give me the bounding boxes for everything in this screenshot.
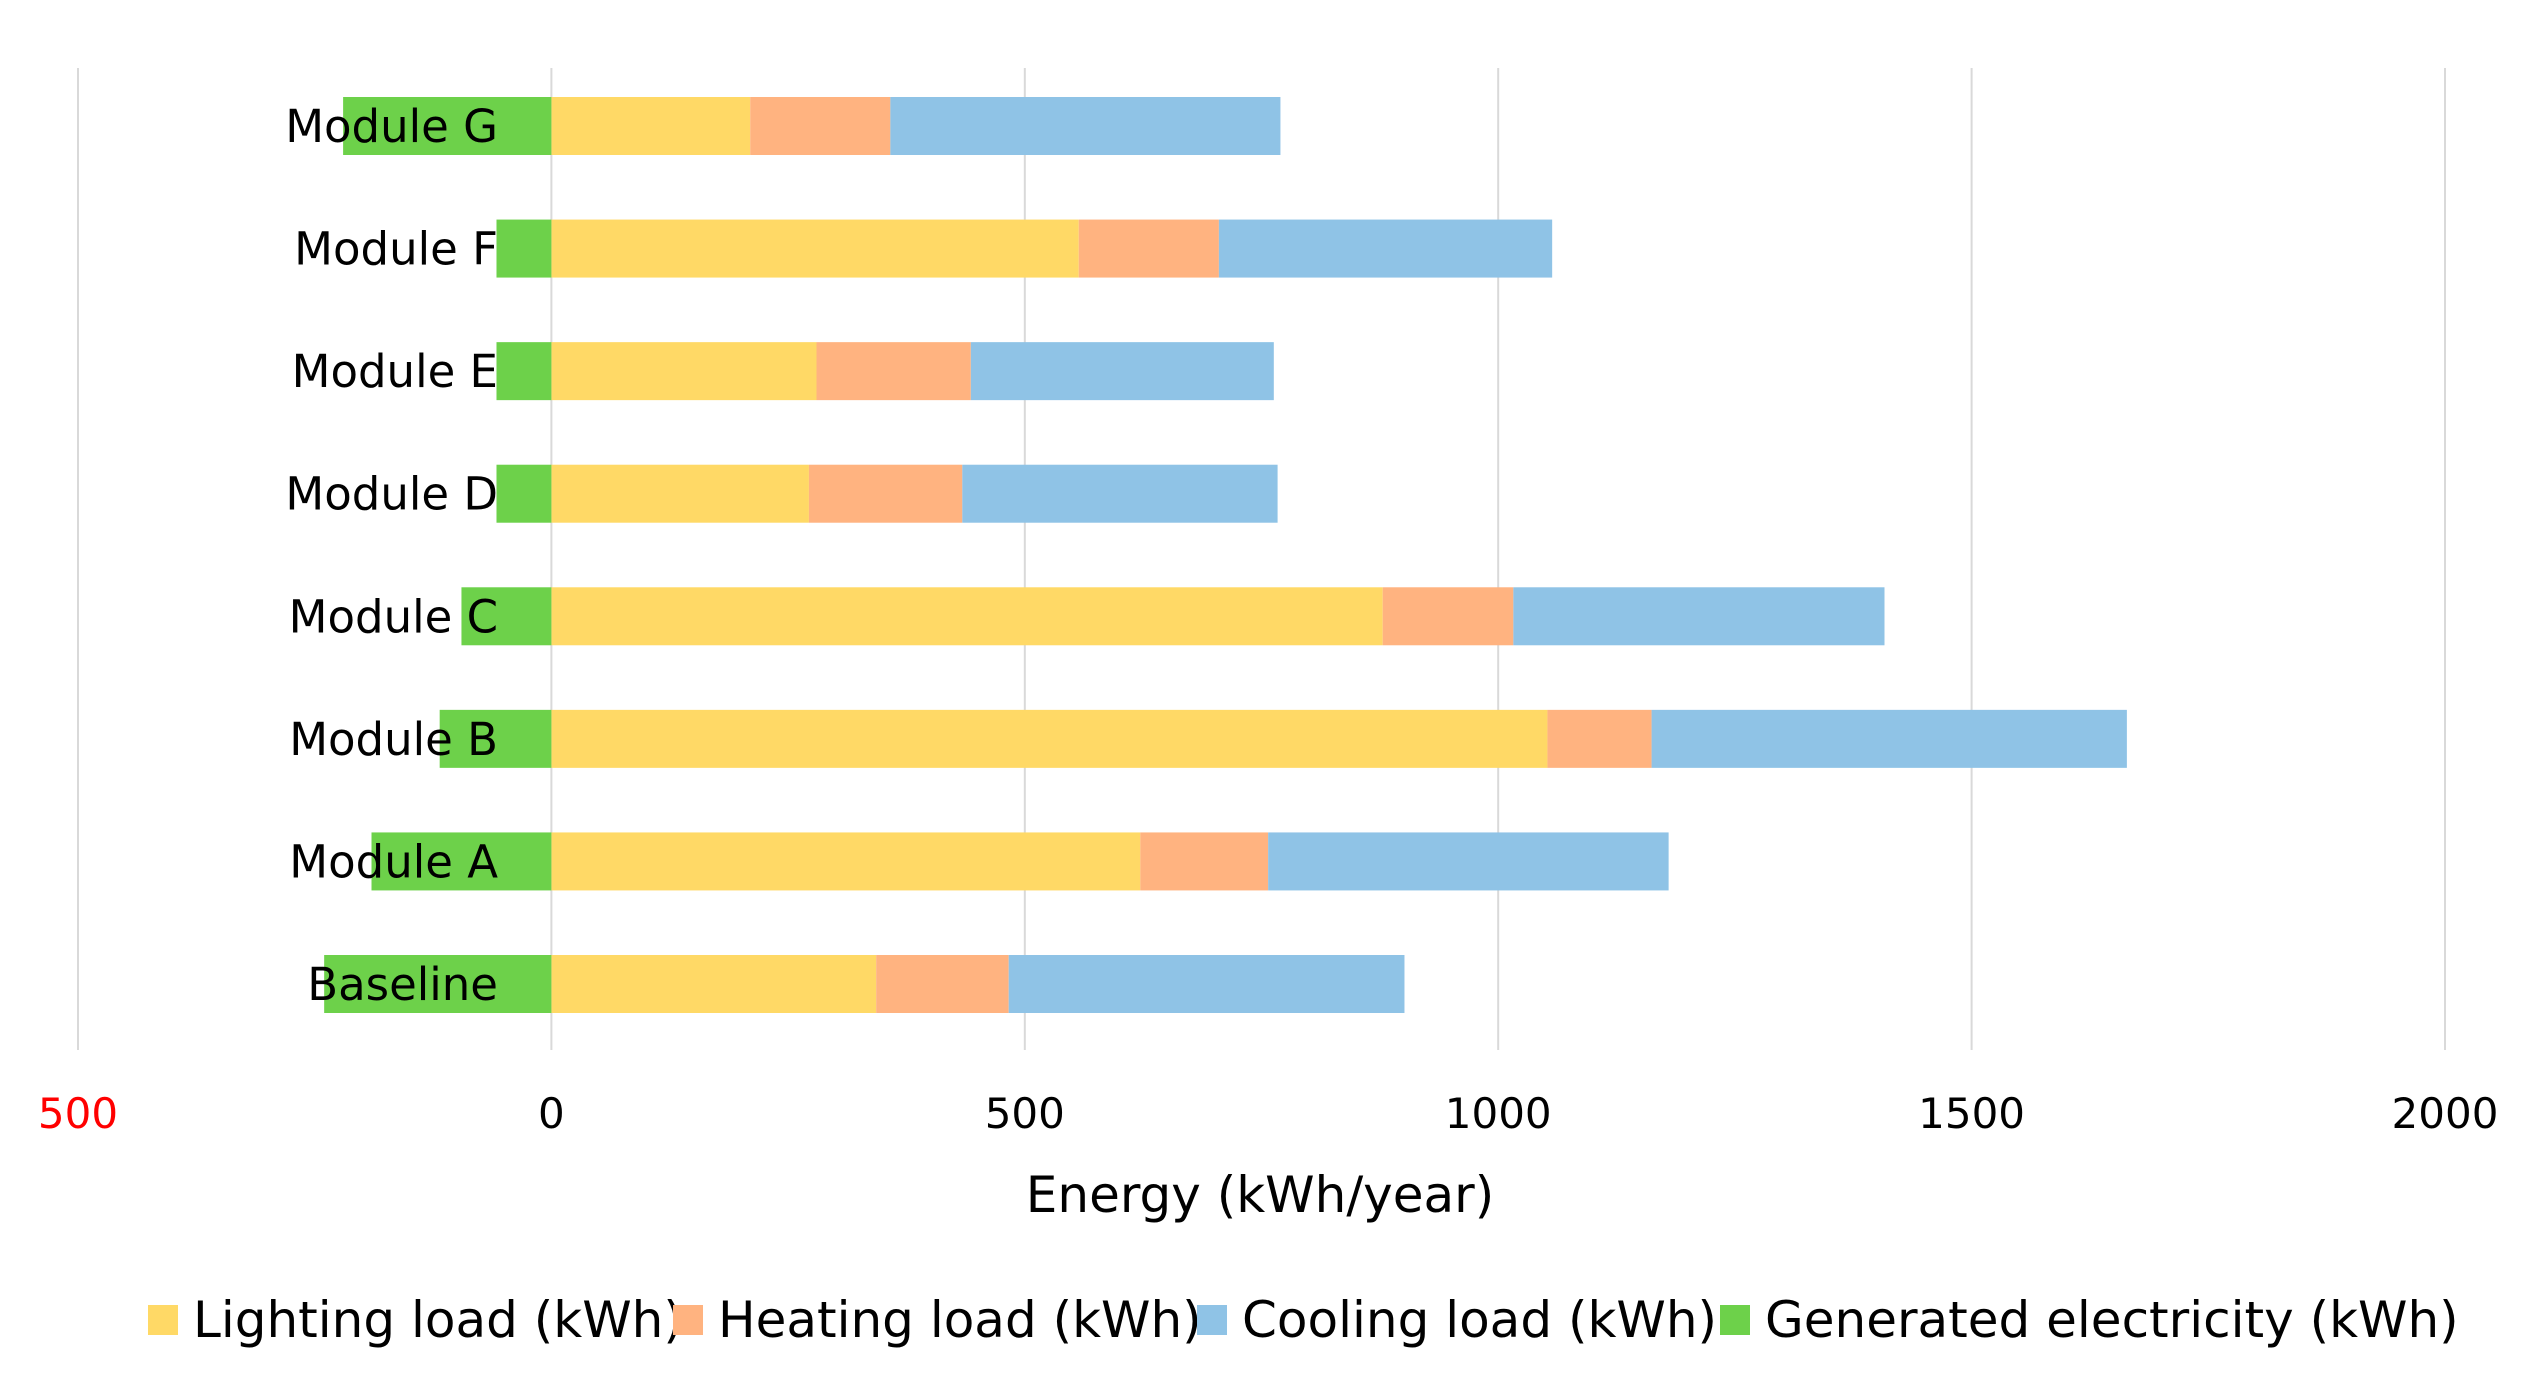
bar-segment bbox=[970, 342, 1274, 401]
bar-segment bbox=[461, 587, 552, 646]
category-label: Module C bbox=[289, 590, 498, 643]
bar-segment bbox=[496, 464, 552, 523]
category-label: Module B bbox=[289, 713, 498, 766]
bar-segment bbox=[371, 832, 552, 891]
bar-segment bbox=[962, 464, 1278, 523]
bar-segment bbox=[439, 709, 552, 768]
bar-segment bbox=[551, 464, 809, 523]
x-tick-label: 500 bbox=[38, 1089, 118, 1138]
bar-segment bbox=[1651, 709, 2127, 768]
bar-segment bbox=[876, 955, 1009, 1013]
category-label: Module A bbox=[289, 835, 498, 888]
legend: Lighting load (kWh) Heating load (kWh) Coo… bbox=[148, 1291, 2459, 1349]
x-tick-label: 500 bbox=[985, 1089, 1065, 1138]
bar-segment bbox=[551, 709, 1548, 768]
bar-segment bbox=[750, 97, 891, 155]
legend-swatch bbox=[148, 1305, 178, 1335]
bar-segment bbox=[551, 587, 1383, 646]
bar-segment bbox=[551, 219, 1079, 278]
x-tick-label: 1000 bbox=[1445, 1089, 1552, 1138]
category-label: Module G bbox=[285, 100, 498, 153]
bar-segment bbox=[551, 342, 817, 401]
bar-segment bbox=[496, 342, 552, 401]
bars bbox=[324, 97, 2127, 1013]
x-tick-label: 1500 bbox=[1918, 1089, 2025, 1138]
legend-swatch bbox=[1720, 1305, 1750, 1335]
category-label: Module F bbox=[294, 223, 498, 276]
bar-segment bbox=[1382, 587, 1514, 646]
bar-segment bbox=[1140, 832, 1269, 891]
category-labels: Module G Module F Module E Module D Module C… bbox=[285, 100, 498, 1011]
bar-segment bbox=[324, 955, 552, 1013]
x-tick-label: 2000 bbox=[2392, 1089, 2499, 1138]
category-label: Module D bbox=[285, 468, 498, 521]
bar-segment bbox=[551, 955, 877, 1013]
bar-segment bbox=[808, 464, 963, 523]
legend-label: Generated electricity (kWh) bbox=[1765, 1291, 2459, 1349]
bar-segment bbox=[1268, 832, 1669, 891]
x-tick-labels: 500 0 500 1000 1500 2000 bbox=[38, 1089, 2499, 1138]
gridlines bbox=[77, 68, 2446, 1050]
x-axis-title: Energy (kWh/year) bbox=[1026, 1166, 1494, 1224]
x-tick-label: 0 bbox=[538, 1089, 565, 1138]
bar-segment bbox=[1078, 219, 1219, 278]
legend-swatch bbox=[1197, 1305, 1227, 1335]
bar-segment bbox=[1513, 587, 1885, 646]
legend-label: Cooling load (kWh) bbox=[1242, 1291, 1717, 1349]
bar-segment bbox=[1218, 219, 1553, 278]
category-label: Module E bbox=[292, 345, 498, 398]
bar-segment bbox=[1547, 709, 1652, 768]
category-label: Baseline bbox=[307, 958, 498, 1011]
legend-label: Lighting load (kWh) bbox=[193, 1291, 683, 1349]
legend-label: Heating load (kWh) bbox=[718, 1291, 1202, 1349]
bar-segment bbox=[551, 97, 751, 155]
bar-segment bbox=[551, 832, 1141, 891]
bar-segment bbox=[496, 219, 552, 278]
bar-segment bbox=[890, 97, 1281, 155]
bar-segment bbox=[343, 97, 552, 155]
legend-swatch bbox=[673, 1305, 703, 1335]
bar-segment bbox=[816, 342, 971, 401]
bar-segment bbox=[1008, 955, 1405, 1013]
